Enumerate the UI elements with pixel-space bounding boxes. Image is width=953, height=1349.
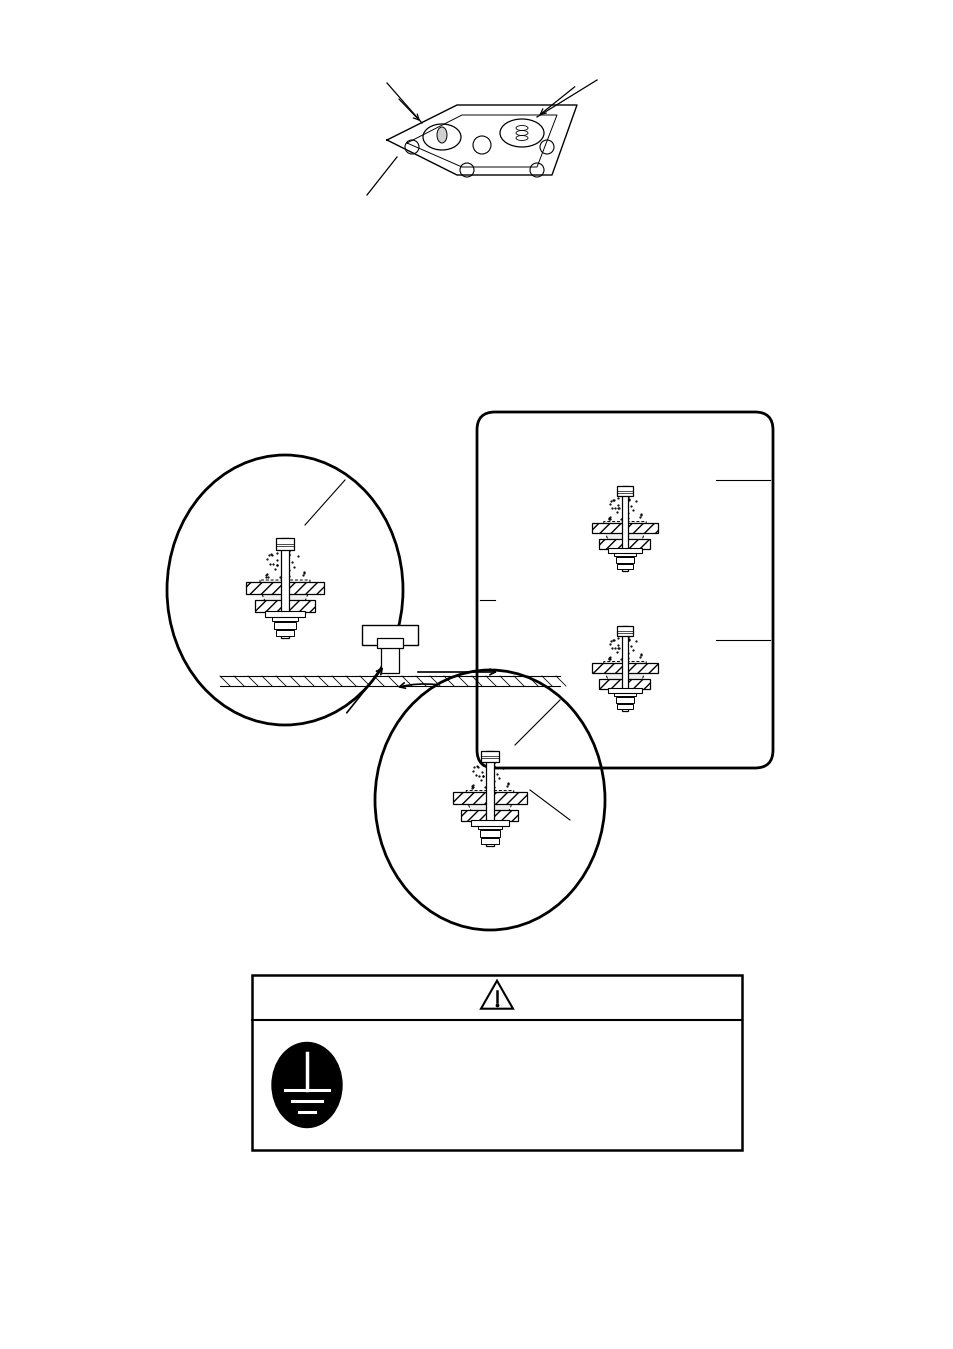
Bar — [471, 820, 509, 826]
Bar — [607, 548, 641, 553]
Ellipse shape — [436, 127, 447, 143]
Bar — [252, 975, 741, 1149]
Bar — [591, 664, 658, 673]
Polygon shape — [466, 791, 514, 824]
Bar — [621, 626, 628, 711]
Bar — [615, 557, 634, 563]
Polygon shape — [603, 522, 645, 552]
Bar — [481, 838, 498, 843]
Bar — [453, 792, 526, 804]
Bar — [265, 611, 305, 616]
Bar — [380, 645, 398, 673]
Bar — [481, 750, 498, 762]
Ellipse shape — [272, 1043, 341, 1128]
Bar — [479, 831, 500, 836]
Polygon shape — [480, 981, 513, 1009]
Bar — [486, 750, 494, 846]
Bar — [614, 691, 636, 696]
Bar — [617, 564, 632, 569]
Bar — [617, 626, 632, 635]
Bar — [376, 638, 402, 648]
Bar — [617, 486, 632, 496]
Polygon shape — [603, 661, 645, 691]
Bar — [246, 581, 324, 594]
Bar — [621, 486, 628, 571]
Bar — [598, 679, 650, 689]
FancyBboxPatch shape — [476, 411, 772, 768]
Bar — [614, 550, 636, 556]
Bar — [617, 704, 632, 710]
Bar — [275, 630, 294, 635]
Bar — [591, 523, 658, 533]
Bar — [615, 697, 634, 703]
Bar — [272, 614, 297, 621]
Bar — [361, 625, 417, 645]
Bar — [477, 823, 502, 830]
Bar — [274, 622, 295, 629]
Bar — [598, 538, 650, 549]
Bar — [461, 809, 518, 822]
Bar — [281, 538, 289, 638]
Bar — [275, 538, 294, 550]
Bar — [607, 688, 641, 693]
Bar — [254, 600, 314, 612]
Polygon shape — [260, 580, 310, 615]
